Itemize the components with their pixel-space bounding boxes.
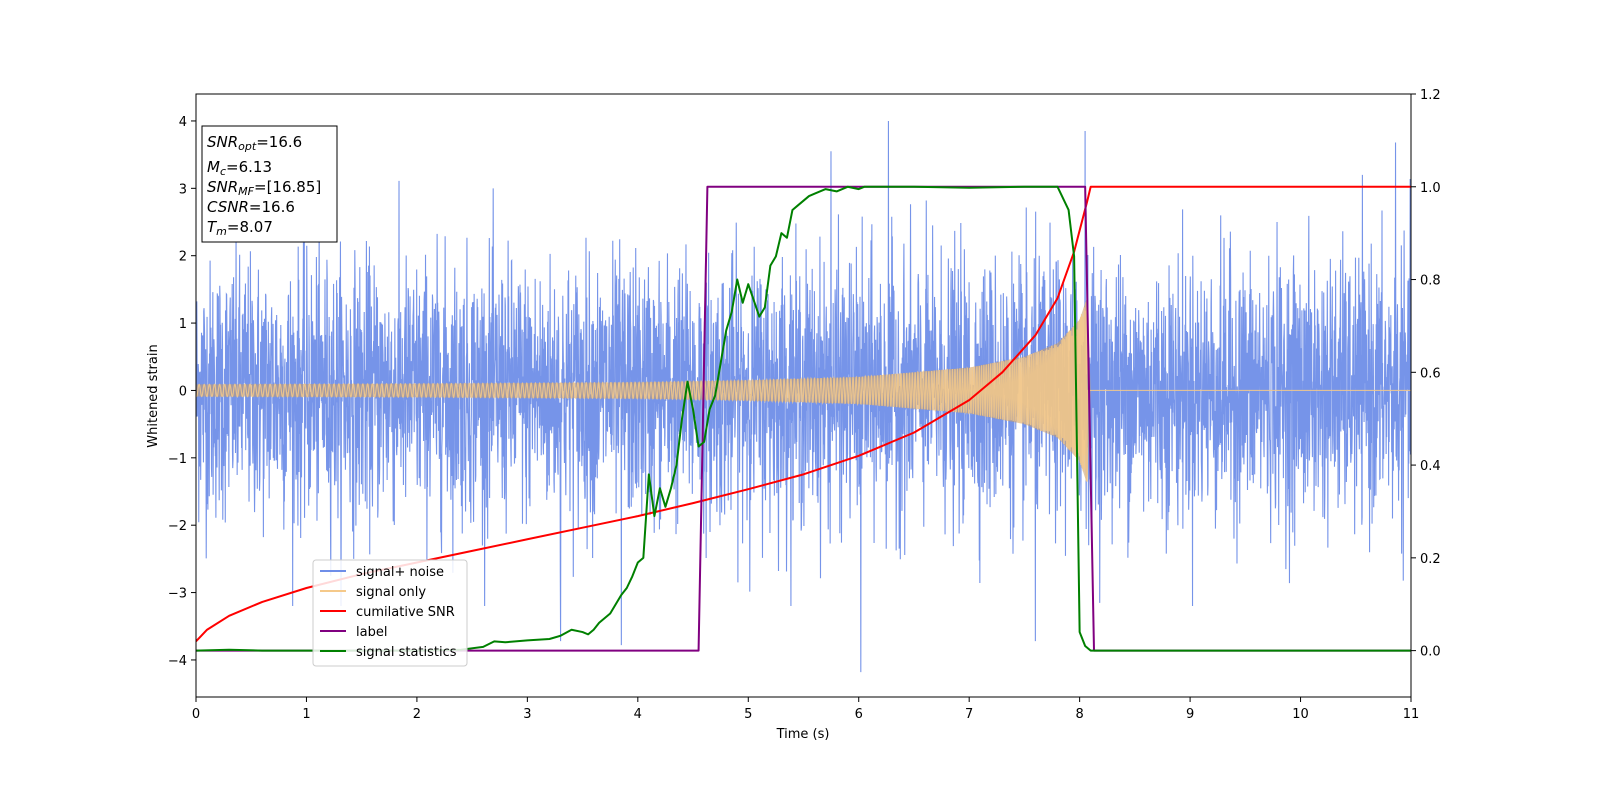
y-tick-label: 3 [179, 182, 187, 197]
x-axis-label: Time (s) [776, 727, 830, 742]
x-tick-label: 8 [1075, 707, 1083, 722]
y2-tick-label: 0.4 [1420, 459, 1441, 474]
legend: signal+ noise signal only cumilative SNR… [312, 559, 468, 667]
info-mc: Mc=6.13 [207, 158, 272, 178]
series-signal-only [196, 301, 1411, 482]
x-tick-label: 0 [192, 707, 200, 722]
y2-tick-label: 0.8 [1420, 274, 1441, 289]
info-snr-mf: SNRMF=[16.85] [207, 178, 321, 198]
info-csnr: CSNR=16.6 [207, 198, 295, 216]
y-tick-label: −3 [168, 587, 187, 602]
y2-axis-ticks: 0.0 0.2 0.4 0.6 0.8 1.0 1.2 [1411, 88, 1441, 660]
x-tick-label: 4 [634, 707, 642, 722]
y-tick-label: 1 [179, 317, 187, 332]
y2-tick-label: 1.2 [1420, 88, 1441, 103]
legend-label-signal-only: signal only [356, 585, 426, 600]
y2-tick-label: 1.0 [1420, 181, 1441, 196]
y-tick-label: 0 [179, 384, 187, 399]
x-tick-label: 11 [1403, 707, 1420, 722]
info-tm: Tm=8.07 [207, 218, 273, 238]
x-tick-label: 5 [744, 707, 752, 722]
legend-label-cumulative-snr: cumilative SNR [356, 605, 455, 620]
y-tick-label: −1 [168, 452, 187, 467]
x-tick-label: 6 [855, 707, 863, 722]
legend-label-signal-statistics: signal statistics [356, 645, 457, 660]
legend-label-signal-noise: signal+ noise [356, 565, 444, 580]
x-tick-label: 2 [413, 707, 421, 722]
x-tick-label: 9 [1186, 707, 1194, 722]
legend-frame [312, 559, 468, 667]
y2-tick-label: 0.0 [1420, 645, 1441, 660]
y-tick-label: 2 [179, 250, 187, 265]
y-tick-label: −2 [168, 519, 187, 534]
x-tick-label: 7 [965, 707, 973, 722]
x-axis-ticks: 0 1 2 3 4 5 6 7 8 9 10 11 [192, 697, 1419, 722]
info-snr-opt: SNRopt=16.6 [207, 133, 302, 153]
series-signal-statistics [196, 185, 1411, 652]
x-tick-label: 10 [1292, 707, 1309, 722]
y-tick-label: −4 [168, 654, 187, 669]
y-axis-label: Whitened strain [146, 344, 161, 447]
x-tick-label: 3 [523, 707, 531, 722]
x-tick-label: 1 [302, 707, 310, 722]
y2-tick-label: 0.6 [1420, 366, 1441, 381]
y2-tick-label: 0.2 [1420, 552, 1441, 567]
series-signal-only-envelope [196, 299, 1091, 482]
legend-label-label: label [356, 625, 387, 640]
y-tick-label: 4 [179, 115, 187, 130]
plot-frame [195, 93, 1412, 698]
info-box: SNRopt=16.6 Mc=6.13 SNRMF=[16.85] CSNR=1… [201, 125, 338, 243]
y-axis-ticks: −4 −3 −2 −1 0 1 2 3 4 [168, 115, 196, 669]
info-box-frame [201, 125, 338, 243]
